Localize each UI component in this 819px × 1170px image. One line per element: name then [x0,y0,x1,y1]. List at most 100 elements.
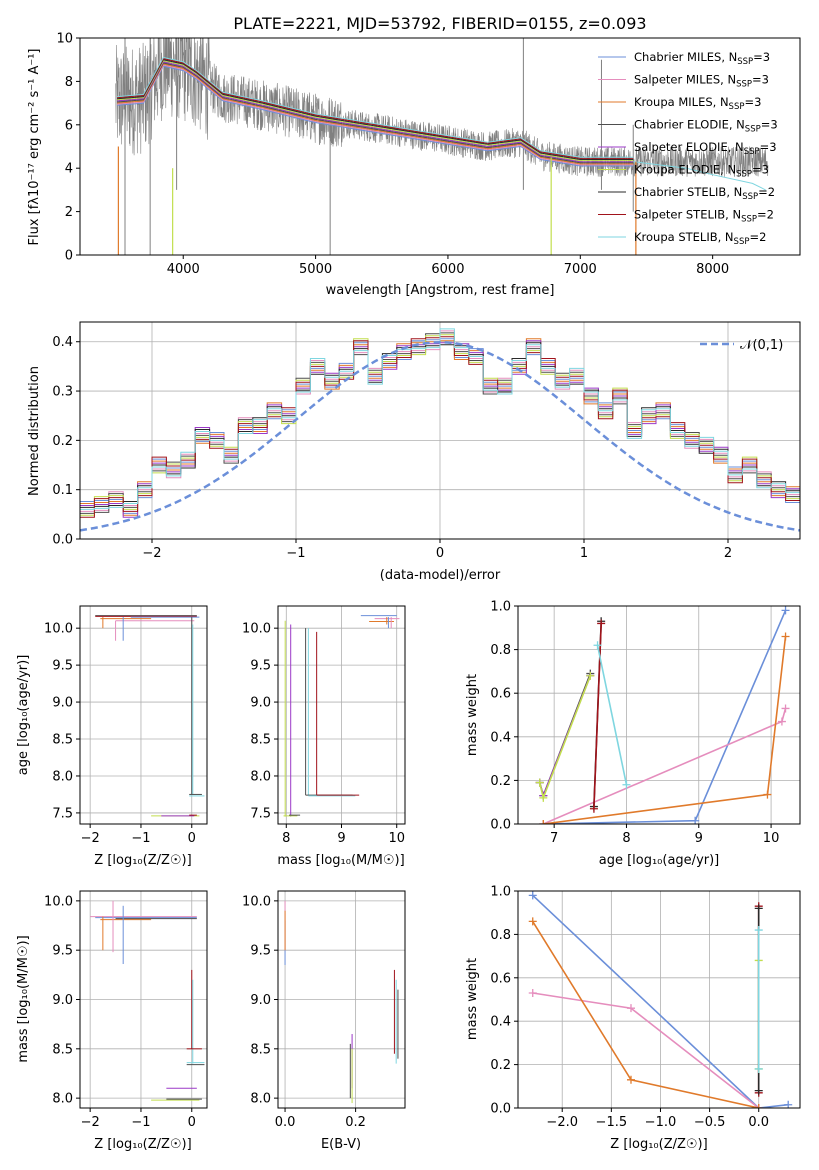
legend-label: Kroupa ELODIE, NSSP=3 [634,163,769,180]
spectrum-xlabel: wavelength [Angstrom, rest frame] [326,283,555,298]
plot-area [90,900,205,1101]
y-tick-label: 0.2 [52,434,73,449]
model-tail-line [633,161,766,191]
y-tick-label: 9.5 [250,659,271,674]
y-tick-label: 10.0 [44,622,73,637]
y-tick-label: 9.5 [250,944,271,959]
residuals-ylabel: Normed distribution [27,366,42,496]
weight-vs-Z-panel: −2.0 −1.5 −1.0 −0.5 0.0 0.0 0.2 0.4 0.6 0.8 1.0 Z … [465,885,801,1152]
weight-vs-Z-xlabel: Z [log₁₀(Z/Z☉)] [610,1137,707,1152]
weight-vs-Z-ylabel: mass weight [465,958,480,1040]
weight-marker [754,1104,763,1108]
model-line [117,56,634,158]
y-tick-label: 0.1 [52,483,73,498]
spectrum-legend: Chabrier MILES, NSSP=3 Salpeter MILES, NS… [598,50,778,247]
weight-line [538,673,592,799]
y-tick-label: 8.5 [52,733,73,748]
weight-marker [754,904,763,913]
gaussian-legend-label: 𝒩(0,1) [740,338,783,353]
weight-marker [589,804,598,813]
legend-label: Salpeter STELIB, NSSP=2 [634,208,774,225]
y-tick-label: 0.0 [490,818,511,833]
legend-label: Salpeter MILES, NSSP=3 [634,73,769,90]
age-vs-mass-panel: 8 9 10 7.5 8.0 8.5 9.0 9.5 10.0 mass [log₁₀(M/M☉… [242,605,406,868]
y-tick-label: 2 [65,205,73,220]
y-tick-label: 8 [65,75,73,90]
y-tick-label: 0.6 [490,971,511,986]
age-vs-Z-panel: −2 −1 0 7.5 8.0 8.5 9.0 9.5 10.0 Z [log₁₀(Z/Z☉)]… [16,605,208,868]
gaussian-curve [80,340,800,532]
y-tick-label: 4 [65,162,73,177]
y-tick-label: 0.4 [490,1015,511,1030]
weight-marker [528,988,537,997]
model-line [117,64,634,166]
model-line [117,58,634,159]
y-tick-label: 9.0 [52,993,73,1008]
x-tick-label: −1 [131,1115,150,1130]
x-tick-label: 8000 [696,262,729,277]
weight-marker [784,1100,793,1108]
age-vs-mass-xlabel: mass [log₁₀(M/M☉)] [277,853,404,868]
weight-marker [586,671,595,680]
y-tick-label: 10.0 [44,894,73,909]
y-tick-label: 9.0 [52,696,73,711]
weight-marker [528,917,537,926]
x-tick-label: 7 [550,831,558,846]
mass-vs-Z-xlabel: Z [log₁₀(Z/Z☉)] [94,1137,191,1152]
weight-line [532,992,760,1108]
y-tick-label: 9.5 [52,659,73,674]
x-tick-label: −1 [286,546,305,561]
x-tick-label: 0.0 [748,1115,769,1130]
plot-area [283,615,400,817]
plot-area [80,328,800,532]
mass-vs-Z-panel: −2 −1 0 8.0 8.5 9.0 9.5 10.0 Z [log₁₀(Z/Z☉)] ma… [16,890,208,1152]
y-tick-label: 7.5 [250,806,271,821]
x-tick-label: −0.5 [694,1115,726,1130]
weight-marker [781,632,790,641]
y-tick-label: 8.5 [250,733,271,748]
residual-histogram [80,328,800,511]
x-tick-label: −2 [142,546,161,561]
legend-label: Chabrier ELODIE, NSSP=3 [634,118,778,135]
mass-vs-ebv-panel: 0.0 0.2 8.0 8.5 9.0 9.5 10.0 E(B-V) [242,890,406,1152]
weight-marker [781,606,790,615]
plot-area [115,38,769,255]
y-tick-label: 8.5 [250,1042,271,1057]
y-tick-label: 9.5 [52,944,73,959]
x-tick-label: 9 [695,831,703,846]
legend-label: Kroupa STELIB, NSSP=2 [634,230,766,247]
mass-vs-Z-ylabel: mass [log₁₀(M/M☉)] [16,935,31,1062]
weight-marker [535,778,544,787]
legend-label: Salpeter ELODIE, NSSP=3 [634,140,777,157]
y-tick-label: 0.0 [490,1102,511,1117]
residuals-panel: −2 −1 0 1 2 0.0 0.1 0.2 0.3 0.4 (data-model)/erro… [27,321,801,583]
x-tick-label: −2 [81,1115,100,1130]
y-tick-label: 0.3 [52,385,73,400]
y-tick-label: 0 [65,249,73,264]
model-line [117,65,634,167]
model-line [117,60,634,162]
x-tick-label: −2 [81,831,100,846]
weight-vs-age-ylabel: mass weight [465,674,480,756]
weight-marker [539,793,548,802]
mass-vs-ebv-xlabel: E(B-V) [321,1137,361,1152]
y-tick-label: 7.5 [52,806,73,821]
x-tick-label: 1 [580,546,588,561]
weight-line [542,708,787,824]
weight-line [596,645,628,785]
plot-area [95,615,205,817]
weight-marker [626,1004,635,1013]
spectrum-title: PLATE=2221, MJD=53792, FIBERID=0155, z=0… [233,14,646,33]
y-tick-label: 8.0 [250,1092,271,1107]
weight-marker [777,717,786,726]
residuals-xlabel: (data-model)/error [380,568,501,583]
y-tick-label: 10.0 [242,622,271,637]
x-tick-label: 10 [388,831,405,846]
y-tick-label: 1.0 [490,885,511,900]
x-tick-label: 2 [724,546,732,561]
y-tick-label: 0.4 [52,335,73,350]
weight-marker [763,790,772,799]
age-vs-Z-ylabel: age [log₁₀(age/yr)] [16,655,31,776]
x-tick-label: 6000 [431,262,464,277]
